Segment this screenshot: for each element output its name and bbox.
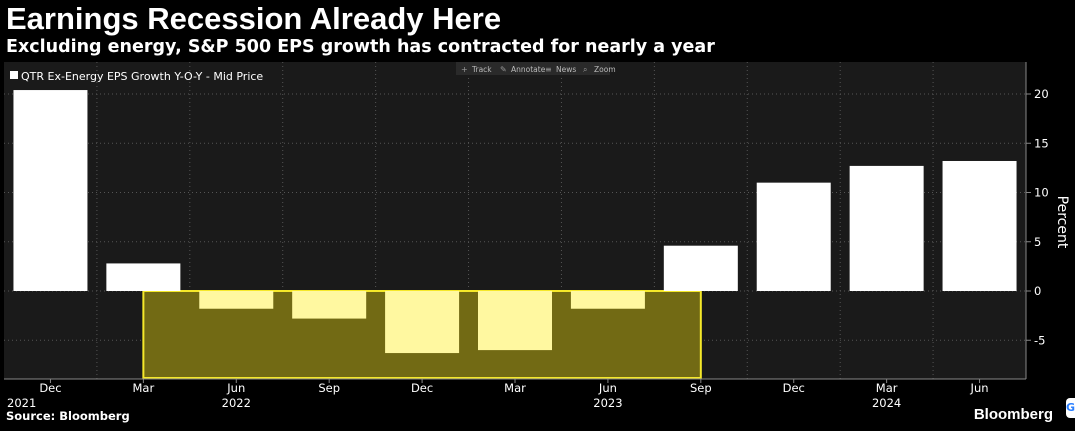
toolbar-track-button[interactable]: + Track bbox=[461, 65, 492, 74]
chart-toolbar: + Track ✎ Annotate ≡ News ⌕ Zoom bbox=[456, 62, 616, 75]
bar-jun-2022 bbox=[199, 291, 274, 309]
y-tick-label: 0 bbox=[1034, 284, 1041, 298]
x-tick-label: Dec bbox=[783, 381, 805, 395]
x-tick-label: Jun bbox=[598, 381, 617, 395]
x-axis-ticks: Dec Mar Jun Sep Dec Mar Jun Sep Dec Mar Jun bbox=[39, 379, 989, 395]
x-tick-label: Mar bbox=[504, 381, 526, 395]
crosshair-icon: + bbox=[461, 65, 468, 74]
chart-subtitle: Excluding energy, S&P 500 EPS growth has… bbox=[6, 37, 715, 57]
x-year-label: 2022 bbox=[222, 396, 251, 410]
y-tick-label: -5 bbox=[1034, 333, 1045, 347]
expand-icon[interactable]: G bbox=[1066, 398, 1075, 418]
bar-mar-2024 bbox=[849, 165, 924, 291]
x-tick-label: Sep bbox=[690, 381, 712, 395]
x-tick-label: Jun bbox=[226, 381, 245, 395]
source-note: Source: Bloomberg bbox=[6, 409, 130, 423]
legend-swatch bbox=[10, 71, 18, 79]
zoom-icon: ⌕ bbox=[583, 65, 587, 74]
toolbar-annotate-button[interactable]: ✎ Annotate bbox=[500, 65, 546, 74]
y-tick-label: 20 bbox=[1034, 87, 1049, 101]
bar-dec-2021 bbox=[13, 90, 88, 291]
x-tick-label: Mar bbox=[876, 381, 898, 395]
toolbar-zoom-button[interactable]: ⌕ Zoom bbox=[583, 65, 616, 74]
x-tick-label: Mar bbox=[133, 381, 155, 395]
y-tick-label: 10 bbox=[1034, 186, 1049, 200]
bar-jun-2023 bbox=[570, 291, 645, 309]
bars bbox=[13, 90, 1017, 354]
x-axis-years: 2021 2022 2023 2024 bbox=[7, 396, 901, 410]
toolbar-background bbox=[456, 62, 610, 75]
bar-mar-2023 bbox=[478, 291, 552, 351]
bar-jun-2024 bbox=[942, 160, 1017, 291]
toolbar-label: Annotate bbox=[511, 65, 546, 74]
bloomberg-logo: Bloomberg bbox=[973, 406, 1053, 423]
x-tick-label: Dec bbox=[39, 381, 61, 395]
y-axis-ticks: 20 15 10 5 0 -5 bbox=[1026, 87, 1049, 347]
toolbar-news-button[interactable]: ≡ News bbox=[545, 65, 576, 74]
legend: QTR Ex-Energy EPS Growth Y-O-Y - Mid Pri… bbox=[10, 70, 263, 83]
y-tick-label: 15 bbox=[1034, 136, 1049, 150]
bar-dec-2022 bbox=[385, 291, 460, 354]
x-tick-label: Jun bbox=[970, 381, 989, 395]
bar-sep-2023 bbox=[663, 245, 738, 291]
x-year-label: 2021 bbox=[7, 396, 36, 410]
chart-title: Earnings Recession Already Here bbox=[6, 1, 502, 36]
bar-mar-2022 bbox=[106, 263, 181, 291]
bar-sep-2022 bbox=[292, 291, 367, 319]
x-tick-label: Dec bbox=[411, 381, 433, 395]
y-tick-label: 5 bbox=[1034, 235, 1041, 249]
legend-label: QTR Ex-Energy EPS Growth Y-O-Y - Mid Pri… bbox=[21, 70, 263, 83]
toolbar-label: Track bbox=[471, 65, 492, 74]
toolbar-label: News bbox=[556, 65, 576, 74]
toolbar-label: Zoom bbox=[594, 65, 616, 74]
news-icon: ≡ bbox=[545, 65, 552, 74]
x-year-label: 2024 bbox=[872, 396, 901, 410]
x-year-label: 2023 bbox=[593, 396, 622, 410]
x-tick-label: Sep bbox=[318, 381, 340, 395]
y-axis-label: Percent bbox=[1054, 196, 1070, 249]
bar-dec-2023 bbox=[756, 182, 831, 291]
annotate-icon: ✎ bbox=[500, 65, 507, 74]
